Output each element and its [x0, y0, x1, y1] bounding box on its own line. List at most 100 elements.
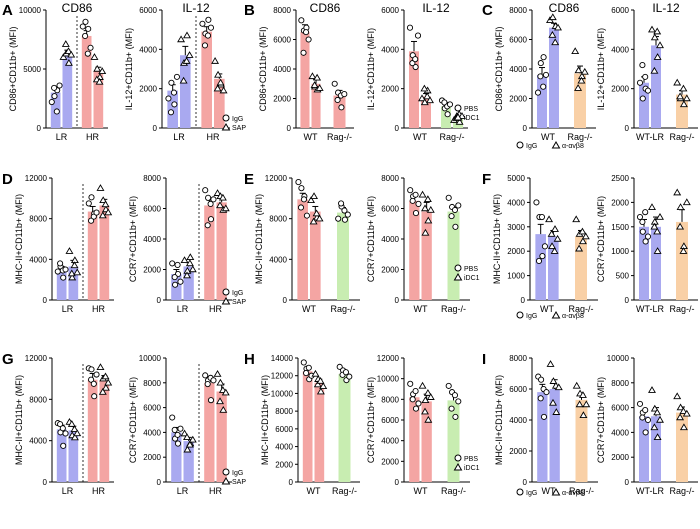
data-point-circle	[204, 222, 211, 229]
data-point-triangle	[310, 81, 319, 88]
bar	[99, 380, 110, 482]
data-point-triangle	[216, 378, 225, 386]
y-tick-label: 4000	[507, 198, 525, 207]
y-tick-label: 4000	[611, 45, 629, 54]
bar	[216, 391, 227, 482]
data-point-circle	[88, 217, 95, 224]
data-point-circle	[537, 73, 544, 80]
legend-b: PBS iDC1	[453, 104, 480, 122]
bar	[81, 35, 92, 128]
bar	[409, 200, 420, 300]
data-point-triangle	[653, 408, 662, 416]
data-point-circle	[636, 213, 644, 221]
x-tick-label: WT-LR	[636, 132, 664, 142]
data-point-circle	[57, 260, 64, 267]
data-point-circle	[636, 79, 644, 86]
y-tick-label: 0	[43, 296, 48, 305]
data-point-circle	[82, 32, 89, 40]
data-point-triangle	[67, 420, 76, 427]
x-tick-label: WT	[413, 132, 427, 142]
data-point-triangle	[316, 387, 325, 395]
data-point-circle	[412, 63, 419, 71]
data-point-triangle	[650, 66, 659, 74]
bar	[333, 95, 346, 128]
x-tick-label: Rag-/-	[330, 304, 355, 314]
data-point-triangle	[211, 57, 220, 64]
legend-label: SAP	[232, 299, 246, 306]
y-tick-label: 6000	[381, 205, 399, 214]
data-point-triangle	[423, 389, 432, 396]
data-point-circle	[455, 398, 462, 405]
data-point-triangle	[101, 383, 110, 391]
data-point-triangle	[95, 77, 104, 85]
data-point-triangle	[548, 13, 557, 21]
bar	[575, 236, 587, 300]
data-point-circle	[62, 430, 69, 437]
y-axis-label: MHC-II+CD11b+ (MFI)	[14, 375, 24, 465]
data-point-triangle	[104, 208, 113, 216]
y-tick-label: 0	[625, 124, 630, 133]
y-axis-label: CCR7+CD11b+ (MFI)	[596, 377, 606, 463]
data-point-circle	[644, 416, 652, 424]
data-point-circle	[305, 364, 312, 371]
legend-label: IgG	[526, 490, 537, 497]
x-tick-label: Rag-/-	[441, 304, 466, 314]
y-tick-label: 4000	[29, 437, 47, 446]
y-tick-label: 8000	[275, 407, 293, 416]
data-point-triangle	[186, 253, 195, 260]
x-tick-label: LR	[62, 304, 74, 314]
data-point-circle	[204, 380, 211, 388]
y-tick-label: 0	[523, 478, 528, 487]
bar	[535, 234, 546, 300]
data-point-triangle	[216, 201, 224, 209]
plot-i1: 0 2000 4000 6000 8000 MHC-II+CD11b+ (MFI) WT Ra…	[494, 354, 598, 496]
y-tick-label: 0	[521, 296, 526, 305]
data-point-triangle	[676, 413, 685, 421]
plot-f2: 0 500 1000 1500 2000 2500 CCR7+CD11b+ (MFI) WT-…	[596, 174, 698, 314]
legend-marker-circle	[454, 104, 462, 112]
data-point-triangle	[423, 195, 432, 203]
data-point-triangle	[653, 433, 662, 441]
data-point-circle	[171, 426, 178, 433]
bar	[676, 412, 688, 482]
bar	[180, 55, 191, 128]
data-point-circle	[91, 393, 98, 400]
y-tick-label: 5000	[23, 65, 41, 74]
bar	[421, 211, 432, 300]
data-point-triangle	[424, 415, 433, 423]
data-point-circle	[295, 179, 302, 186]
legend-label: IgG	[232, 290, 243, 297]
legend-a: IgG SAP	[221, 114, 246, 132]
bar	[87, 211, 98, 300]
y-tick-label: 8000	[509, 6, 527, 15]
data-point-triangle	[420, 98, 429, 106]
data-point-circle	[85, 200, 92, 207]
data-point-triangle	[676, 222, 685, 230]
legend-i: IgG α-αvβ8	[516, 488, 584, 497]
data-point-triangle	[99, 196, 108, 204]
data-point-triangle	[549, 398, 557, 406]
data-point-circle	[639, 218, 646, 225]
data-point-triangle	[90, 53, 99, 60]
data-point-triangle	[183, 433, 191, 441]
data-point-triangle	[574, 66, 583, 74]
data-point-circle	[88, 194, 95, 201]
data-point-triangle	[65, 247, 74, 254]
data-point-circle	[342, 369, 349, 376]
y-tick-label: 14000	[271, 354, 294, 363]
data-point-circle	[639, 95, 646, 102]
data-point-circle	[451, 206, 458, 214]
y-tick-label: 4000	[29, 255, 47, 264]
y-tick-label: 2000	[275, 460, 293, 469]
bar	[214, 78, 225, 128]
y-tick-label: 8000	[611, 379, 629, 388]
legend-c: IgG α-αvβ8	[516, 141, 584, 150]
panel-letter-b: B	[244, 2, 255, 19]
y-tick-label: 0	[523, 124, 528, 133]
data-point-triangle	[648, 386, 656, 393]
data-point-circle	[171, 274, 178, 281]
y-tick-label: 0	[395, 478, 400, 487]
data-point-circle	[541, 243, 548, 250]
data-point-triangle	[673, 188, 682, 196]
data-point-circle	[171, 101, 178, 108]
